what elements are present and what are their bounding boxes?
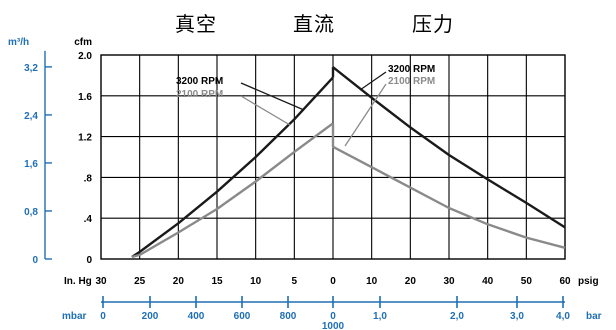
- x-tick-label-inhg: 10: [250, 276, 262, 287]
- y-axis-cfm: cfm 0 .4 .8 1.2 1.6 2.0: [74, 37, 92, 266]
- legend-leader-2100-pressure: [344, 83, 387, 147]
- y-tick-label-m3h: 2,4: [24, 111, 38, 122]
- series-line-vacuum-1: [131, 122, 334, 259]
- x-tick-label-mbar: 800: [280, 311, 297, 322]
- legend-leader-3200-pressure: [359, 71, 387, 91]
- y-tick-label-m3h: 0,8: [24, 207, 38, 218]
- x-tick-label-bar: 2,0: [450, 311, 464, 322]
- series-line-vacuum-0: [131, 76, 334, 259]
- x-tick-label-mbar: 200: [142, 311, 159, 322]
- x-tick-label-psig: 40: [482, 276, 494, 287]
- legend-leader-3200-vacuum: [240, 82, 305, 111]
- x-tick-label-mbar: 600: [234, 311, 251, 322]
- x-tick-label-mbar: 0: [100, 311, 106, 322]
- y-tick-label-cfm: 0: [86, 255, 92, 266]
- x-tick-label-inhg: 5: [292, 276, 298, 287]
- x-tick-label-mbar: 400: [188, 311, 205, 322]
- x-tick-label-inhg: 15: [211, 276, 223, 287]
- x-tick-label-psig: 60: [559, 276, 571, 287]
- y-tick-label-m3h: 1,6: [24, 159, 38, 170]
- x-tick-label-inhg: 25: [134, 276, 146, 287]
- legend-label-2100-pressure: 2100 RPM: [388, 76, 435, 87]
- x-tick-label-psig: 20: [405, 276, 417, 287]
- x-tick-label-bar: 3,0: [510, 311, 524, 322]
- x-axis-label-mbar: mbar: [62, 311, 87, 322]
- series-line-pressure-1: [332, 145, 566, 249]
- legend-leader-2100-vacuum: [240, 95, 291, 126]
- x-axis-label-psig: psig: [578, 276, 599, 287]
- y-tick-label-m3h: 0: [32, 255, 38, 266]
- x-tick-label-psig: 30: [443, 276, 455, 287]
- x-axis-label-bar: bar: [586, 311, 602, 322]
- x-axis-label-inhg: In. Hg: [64, 276, 92, 287]
- header-pressure: 压力: [412, 12, 454, 36]
- x-tick-label-inhg: 30: [95, 276, 107, 287]
- x-tick-label-psig: 10: [366, 276, 378, 287]
- y-axis-m3h: m³/h 0 0,8 1,6 2,4 3,2: [8, 37, 52, 266]
- x-tick-label-psig: 50: [521, 276, 533, 287]
- chart-series: [131, 66, 566, 259]
- x-tick-sublabel-mbar: 1000: [322, 321, 345, 330]
- x-tick-label-inhg: 0: [330, 276, 336, 287]
- y-tick-label-cfm: 1.6: [78, 92, 92, 103]
- y-tick-label-cfm: 2.0: [78, 51, 92, 62]
- y-tick-label-cfm: 1.2: [78, 133, 92, 144]
- legend-label-3200-vacuum: 3200 RPM: [176, 76, 223, 87]
- x-tick-label-bar: 1,0: [373, 311, 387, 322]
- y-tick-label-cfm: .4: [84, 214, 93, 225]
- y-axis-label-m3h: m³/h: [8, 37, 29, 48]
- legend-label-2100-vacuum: 2100 RPM: [176, 89, 223, 100]
- y-tick-label-m3h: 3,2: [24, 63, 38, 74]
- x-tick-label-mbar: 0: [330, 311, 336, 322]
- header-vacuum: 真空: [175, 12, 217, 36]
- y-axis-label-cfm: cfm: [74, 37, 92, 48]
- y-tick-label-cfm: .8: [84, 173, 93, 184]
- x-axis-imperial: In. Hg 30 25 20 15 10 5 0 10 20 30 40 50 60 psig: [64, 276, 599, 287]
- legend-label-3200-pressure: 3200 RPM: [388, 64, 435, 75]
- x-tick-label-bar: 4,0: [556, 311, 570, 322]
- x-tick-label-inhg: 20: [173, 276, 185, 287]
- series-line-pressure-0: [332, 66, 566, 229]
- header-direct-flow: 直流: [293, 12, 335, 36]
